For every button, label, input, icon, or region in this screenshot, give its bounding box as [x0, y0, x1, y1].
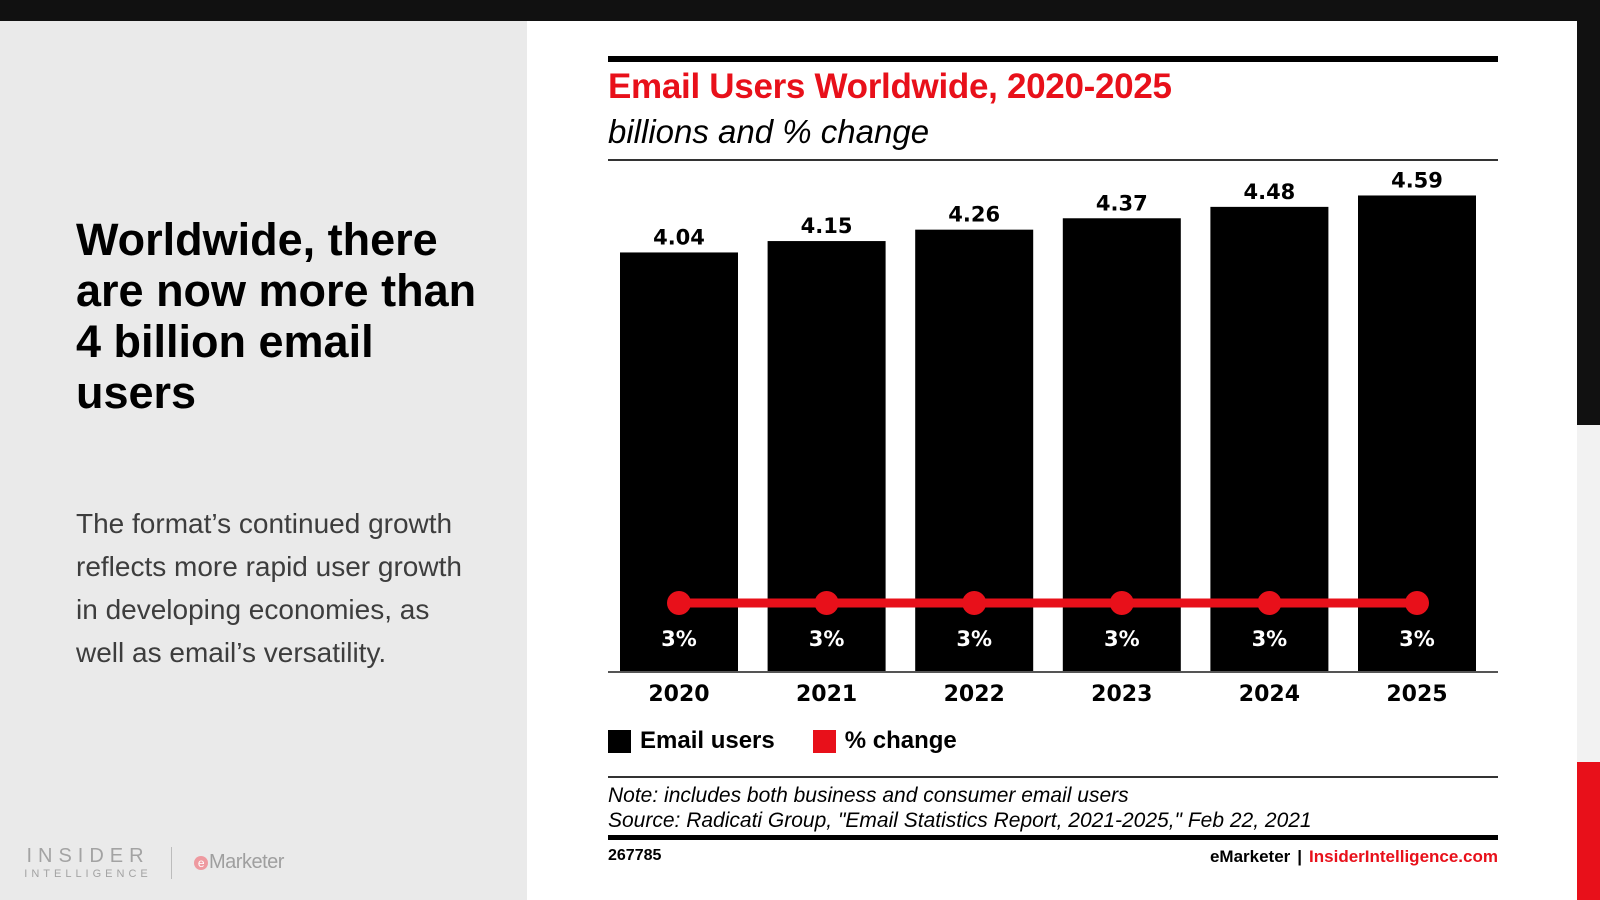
chart-subtitle: billions and % change — [608, 113, 930, 150]
legend-swatch-red — [812, 729, 836, 753]
slide-headline: Worldwide, there are now more than 4 bil… — [76, 214, 477, 418]
chart-source: Source: Radicati Group, "Email Statistic… — [608, 809, 1312, 832]
edge-strip-red — [1577, 762, 1600, 900]
bar-value-label: 4.15 — [801, 214, 853, 238]
line-layer — [667, 591, 1429, 615]
bar-value-label: 4.59 — [1391, 168, 1443, 192]
pct-change-label: 3% — [1104, 627, 1140, 651]
legend-label: % change — [844, 727, 957, 754]
x-tick-label: 2021 — [796, 682, 857, 707]
credit-separator: | — [1297, 847, 1303, 866]
chart-notes: Note: includes both business and consume… — [608, 783, 1312, 833]
x-tick-label: 2025 — [1386, 682, 1447, 707]
chart-bottom-rule — [608, 835, 1498, 840]
legend-swatch-black — [608, 729, 631, 753]
chart-note: Note: includes both business and consume… — [608, 784, 1129, 807]
left-panel — [0, 21, 527, 900]
x-tick-label: 2020 — [648, 682, 709, 707]
slide-body-text: The format’s continued growth reflects m… — [76, 508, 462, 668]
edge-strip-dark — [1577, 21, 1600, 425]
emarketer-e-icon: e — [194, 856, 208, 870]
edge-strip-light — [1577, 425, 1600, 762]
labels-layer: 4.04 2020 4.15 2021 4.26 2022 4.37 2023 4.48 2024… — [648, 168, 1447, 707]
top-bar — [0, 0, 1600, 21]
pct-change-point-2023 — [1109, 591, 1134, 615]
credit-site-link[interactable]: InsiderIntelligence.com — [1309, 847, 1498, 866]
bar-value-label: 4.26 — [948, 203, 1000, 227]
chart-id: 267785 — [608, 847, 662, 864]
bar-value-label: 4.37 — [1096, 191, 1148, 215]
pct-change-label: 3% — [1399, 627, 1435, 651]
chart-plot: 4.04 2020 4.15 2021 4.26 2022 4.37 2023 4.48 2024… — [608, 168, 1498, 707]
pct-change-label: 3% — [956, 627, 992, 651]
chart-header-rule — [608, 159, 1498, 161]
pct-change-label: 3% — [809, 627, 845, 651]
pct-change-point-2025 — [1405, 591, 1429, 615]
bar-value-label: 4.04 — [653, 225, 705, 249]
logo-intelligence-text: INTELLIGENCE — [24, 868, 152, 880]
emarketer-logo: e Marketer — [194, 851, 284, 874]
x-tick-label: 2022 — [944, 682, 1005, 707]
x-tick-label: 2023 — [1091, 682, 1152, 707]
logo-divider — [171, 847, 172, 879]
chart-top-rule — [608, 56, 1498, 62]
logo-insider-text: INSIDER — [26, 845, 150, 867]
chart-credits: eMarketer | InsiderIntelligence.com — [1210, 847, 1498, 867]
legend-label: Email users — [640, 727, 775, 754]
bar-value-label: 4.48 — [1243, 180, 1295, 204]
pct-change-point-2022 — [962, 591, 987, 615]
legend-item-email-users: Email users — [608, 727, 775, 755]
pct-change-point-2024 — [1257, 591, 1282, 615]
pct-change-label: 3% — [661, 627, 697, 651]
pct-change-point-2020 — [667, 591, 691, 615]
chart-legend: Email users % change — [608, 726, 995, 756]
insider-intelligence-logo: INSIDER INTELLIGENCE — [23, 845, 153, 881]
emarketer-logo-text: Marketer — [209, 851, 284, 873]
credit-brand: eMarketer — [1209, 847, 1291, 866]
pct-change-point-2021 — [814, 591, 839, 615]
x-tick-label: 2024 — [1239, 682, 1300, 707]
chart-title: Email Users Worldwide, 2020-2025 — [608, 67, 1172, 106]
pct-change-label: 3% — [1252, 627, 1288, 651]
legend-item-pct-change: % change — [812, 727, 957, 755]
chart-footer-rule — [608, 776, 1498, 778]
